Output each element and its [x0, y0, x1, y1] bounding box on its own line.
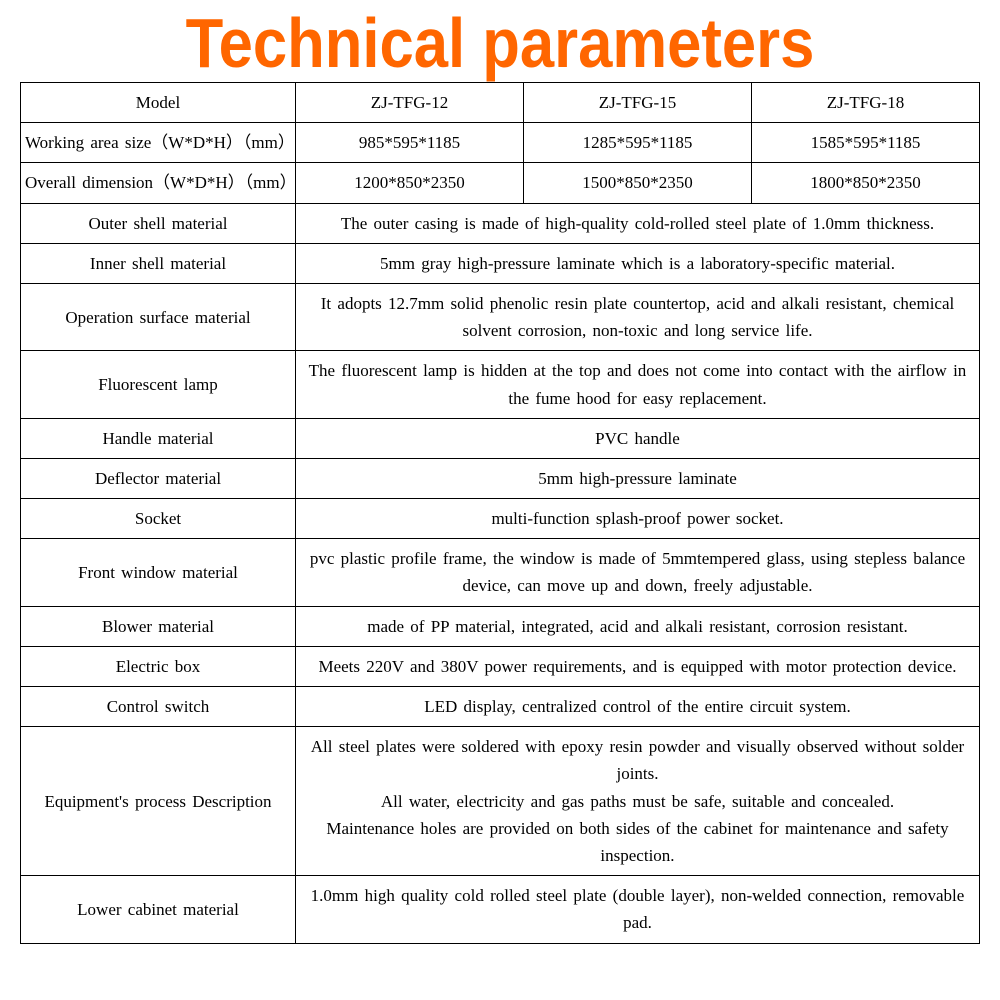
header-label: Model [21, 83, 296, 123]
row-label: Outer shell material [21, 203, 296, 243]
row-label: Inner shell material [21, 243, 296, 283]
cell: 985*595*1185 [296, 123, 524, 163]
page-container: Technical parameters Model ZJ-TFG-12 ZJ-… [0, 0, 1000, 964]
row-label: Blower material [21, 606, 296, 646]
cell: 5mm gray high-pressure laminate which is… [296, 243, 980, 283]
cell: 1500*850*2350 [524, 163, 752, 203]
header-model-3: ZJ-TFG-18 [752, 83, 980, 123]
row-label: Overall dimension（W*D*H）（mm） [21, 163, 296, 203]
table-row: Inner shell material 5mm gray high-press… [21, 243, 980, 283]
table-row: Deflector material 5mm high-pressure lam… [21, 458, 980, 498]
row-label: Deflector material [21, 458, 296, 498]
cell: 1585*595*1185 [752, 123, 980, 163]
row-label: Electric box [21, 646, 296, 686]
cell: pvc plastic profile frame, the window is… [296, 539, 980, 606]
row-label: Equipment's process Description [21, 727, 296, 876]
cell: Meets 220V and 380V power requirements, … [296, 646, 980, 686]
cell: 1285*595*1185 [524, 123, 752, 163]
table-row: Lower cabinet material 1.0mm high qualit… [21, 876, 980, 943]
table-row: Electric box Meets 220V and 380V power r… [21, 646, 980, 686]
table-row: Socket multi-function splash-proof power… [21, 499, 980, 539]
text-line: All water, electricity and gas paths mus… [381, 792, 894, 811]
cell: It adopts 12.7mm solid phenolic resin pl… [296, 283, 980, 350]
table-row: Outer shell material The outer casing is… [21, 203, 980, 243]
row-label: Fluorescent lamp [21, 351, 296, 418]
row-label: Front window material [21, 539, 296, 606]
cell: 1800*850*2350 [752, 163, 980, 203]
header-model-2: ZJ-TFG-15 [524, 83, 752, 123]
row-label: Socket [21, 499, 296, 539]
cell: All steel plates were soldered with epox… [296, 727, 980, 876]
cell: The outer casing is made of high-quality… [296, 203, 980, 243]
cell: LED display, centralized control of the … [296, 687, 980, 727]
row-label: Working area size（W*D*H）（mm） [21, 123, 296, 163]
table-row: Working area size（W*D*H）（mm） 985*595*118… [21, 123, 980, 163]
table-row: Model ZJ-TFG-12 ZJ-TFG-15 ZJ-TFG-18 [21, 83, 980, 123]
row-label: Handle material [21, 418, 296, 458]
page-title: Technical parameters [78, 0, 923, 82]
text-line: Maintenance holes are provided on both s… [326, 819, 948, 865]
row-label: Control switch [21, 687, 296, 727]
spec-table: Model ZJ-TFG-12 ZJ-TFG-15 ZJ-TFG-18 Work… [20, 82, 980, 944]
table-row: Handle material PVC handle [21, 418, 980, 458]
table-row: Overall dimension（W*D*H）（mm） 1200*850*23… [21, 163, 980, 203]
row-label: Operation surface material [21, 283, 296, 350]
table-row: Blower material made of PP material, int… [21, 606, 980, 646]
row-label: Lower cabinet material [21, 876, 296, 943]
cell: 1.0mm high quality cold rolled steel pla… [296, 876, 980, 943]
table-row: Control switch LED display, centralized … [21, 687, 980, 727]
cell: 5mm high-pressure laminate [296, 458, 980, 498]
header-model-1: ZJ-TFG-12 [296, 83, 524, 123]
text-line: All steel plates were soldered with epox… [311, 737, 964, 783]
table-row: Operation surface material It adopts 12.… [21, 283, 980, 350]
table-row: Equipment's process Description All stee… [21, 727, 980, 876]
table-row: Front window material pvc plastic profil… [21, 539, 980, 606]
cell: PVC handle [296, 418, 980, 458]
cell: multi-function splash-proof power socket… [296, 499, 980, 539]
cell: The fluorescent lamp is hidden at the to… [296, 351, 980, 418]
cell: made of PP material, integrated, acid an… [296, 606, 980, 646]
table-row: Fluorescent lamp The fluorescent lamp is… [21, 351, 980, 418]
cell: 1200*850*2350 [296, 163, 524, 203]
